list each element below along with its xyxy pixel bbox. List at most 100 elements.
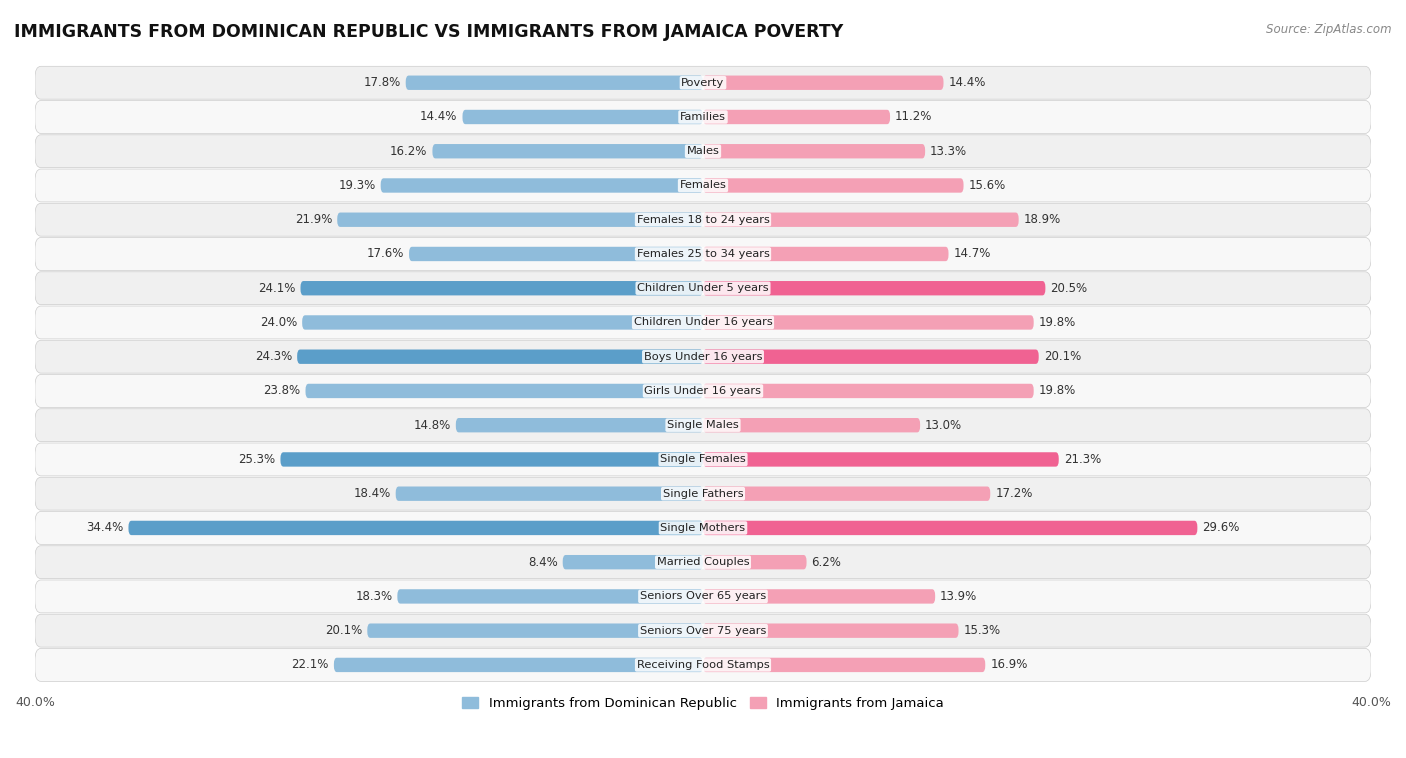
FancyBboxPatch shape — [703, 487, 990, 501]
FancyBboxPatch shape — [302, 315, 703, 330]
FancyBboxPatch shape — [703, 212, 1019, 227]
Text: 20.5%: 20.5% — [1050, 282, 1087, 295]
FancyBboxPatch shape — [35, 340, 1371, 373]
FancyBboxPatch shape — [35, 306, 1371, 339]
Text: 21.3%: 21.3% — [1064, 453, 1101, 466]
FancyBboxPatch shape — [35, 101, 1371, 133]
Text: 17.8%: 17.8% — [364, 77, 401, 89]
FancyBboxPatch shape — [301, 281, 703, 296]
FancyBboxPatch shape — [35, 374, 1371, 407]
FancyBboxPatch shape — [333, 658, 703, 672]
FancyBboxPatch shape — [703, 658, 986, 672]
FancyBboxPatch shape — [35, 237, 1371, 271]
Text: 14.4%: 14.4% — [949, 77, 986, 89]
Text: 24.3%: 24.3% — [254, 350, 292, 363]
Text: 20.1%: 20.1% — [325, 624, 363, 637]
Text: 19.8%: 19.8% — [1039, 316, 1076, 329]
Text: 29.6%: 29.6% — [1202, 522, 1240, 534]
FancyBboxPatch shape — [35, 272, 1371, 305]
Text: Married Couples: Married Couples — [657, 557, 749, 567]
Text: Females 25 to 34 years: Females 25 to 34 years — [637, 249, 769, 259]
FancyBboxPatch shape — [35, 614, 1371, 647]
Text: 22.1%: 22.1% — [291, 659, 329, 672]
Text: 13.9%: 13.9% — [941, 590, 977, 603]
Text: Seniors Over 75 years: Seniors Over 75 years — [640, 625, 766, 636]
Text: 14.7%: 14.7% — [953, 247, 991, 261]
FancyBboxPatch shape — [703, 418, 920, 432]
FancyBboxPatch shape — [305, 384, 703, 398]
Text: 16.2%: 16.2% — [389, 145, 427, 158]
Text: 16.9%: 16.9% — [990, 659, 1028, 672]
FancyBboxPatch shape — [406, 76, 703, 90]
Text: 19.8%: 19.8% — [1039, 384, 1076, 397]
FancyBboxPatch shape — [35, 443, 1371, 476]
Text: 24.1%: 24.1% — [259, 282, 295, 295]
FancyBboxPatch shape — [703, 624, 959, 638]
Legend: Immigrants from Dominican Republic, Immigrants from Jamaica: Immigrants from Dominican Republic, Immi… — [457, 691, 949, 715]
FancyBboxPatch shape — [367, 624, 703, 638]
Text: Single Females: Single Females — [661, 455, 745, 465]
FancyBboxPatch shape — [35, 66, 1371, 99]
Text: Females 18 to 24 years: Females 18 to 24 years — [637, 215, 769, 224]
FancyBboxPatch shape — [703, 589, 935, 603]
Text: 21.9%: 21.9% — [295, 213, 332, 226]
FancyBboxPatch shape — [703, 555, 807, 569]
Text: 25.3%: 25.3% — [238, 453, 276, 466]
Text: 34.4%: 34.4% — [86, 522, 124, 534]
FancyBboxPatch shape — [35, 169, 1371, 202]
Text: Boys Under 16 years: Boys Under 16 years — [644, 352, 762, 362]
Text: 13.0%: 13.0% — [925, 418, 962, 432]
FancyBboxPatch shape — [456, 418, 703, 432]
FancyBboxPatch shape — [703, 521, 1198, 535]
Text: Children Under 5 years: Children Under 5 years — [637, 283, 769, 293]
FancyBboxPatch shape — [703, 384, 1033, 398]
Text: Single Mothers: Single Mothers — [661, 523, 745, 533]
FancyBboxPatch shape — [297, 349, 703, 364]
FancyBboxPatch shape — [381, 178, 703, 193]
Text: 11.2%: 11.2% — [896, 111, 932, 124]
FancyBboxPatch shape — [398, 589, 703, 603]
FancyBboxPatch shape — [35, 580, 1371, 613]
Text: 17.2%: 17.2% — [995, 487, 1032, 500]
FancyBboxPatch shape — [35, 546, 1371, 578]
Text: Seniors Over 65 years: Seniors Over 65 years — [640, 591, 766, 601]
Text: 19.3%: 19.3% — [339, 179, 375, 192]
Text: 14.4%: 14.4% — [420, 111, 457, 124]
Text: Males: Males — [686, 146, 720, 156]
Text: Poverty: Poverty — [682, 78, 724, 88]
FancyBboxPatch shape — [703, 178, 963, 193]
FancyBboxPatch shape — [409, 247, 703, 262]
Text: 23.8%: 23.8% — [263, 384, 301, 397]
Text: Single Males: Single Males — [666, 420, 740, 431]
FancyBboxPatch shape — [128, 521, 703, 535]
Text: Source: ZipAtlas.com: Source: ZipAtlas.com — [1267, 23, 1392, 36]
FancyBboxPatch shape — [395, 487, 703, 501]
FancyBboxPatch shape — [463, 110, 703, 124]
Text: 6.2%: 6.2% — [811, 556, 841, 568]
FancyBboxPatch shape — [35, 135, 1371, 168]
Text: 8.4%: 8.4% — [527, 556, 558, 568]
Text: Receiving Food Stamps: Receiving Food Stamps — [637, 660, 769, 670]
Text: Single Fathers: Single Fathers — [662, 489, 744, 499]
Text: 24.0%: 24.0% — [260, 316, 297, 329]
Text: 18.3%: 18.3% — [356, 590, 392, 603]
FancyBboxPatch shape — [703, 76, 943, 90]
Text: Children Under 16 years: Children Under 16 years — [634, 318, 772, 327]
FancyBboxPatch shape — [35, 203, 1371, 236]
FancyBboxPatch shape — [703, 315, 1033, 330]
Text: 20.1%: 20.1% — [1043, 350, 1081, 363]
Text: Girls Under 16 years: Girls Under 16 years — [644, 386, 762, 396]
Text: 18.9%: 18.9% — [1024, 213, 1062, 226]
FancyBboxPatch shape — [703, 453, 1059, 467]
FancyBboxPatch shape — [35, 478, 1371, 510]
Text: 17.6%: 17.6% — [367, 247, 404, 261]
FancyBboxPatch shape — [562, 555, 703, 569]
Text: 15.3%: 15.3% — [963, 624, 1001, 637]
FancyBboxPatch shape — [703, 349, 1039, 364]
FancyBboxPatch shape — [280, 453, 703, 467]
FancyBboxPatch shape — [35, 649, 1371, 681]
Text: 13.3%: 13.3% — [931, 145, 967, 158]
FancyBboxPatch shape — [337, 212, 703, 227]
FancyBboxPatch shape — [703, 144, 925, 158]
FancyBboxPatch shape — [703, 110, 890, 124]
